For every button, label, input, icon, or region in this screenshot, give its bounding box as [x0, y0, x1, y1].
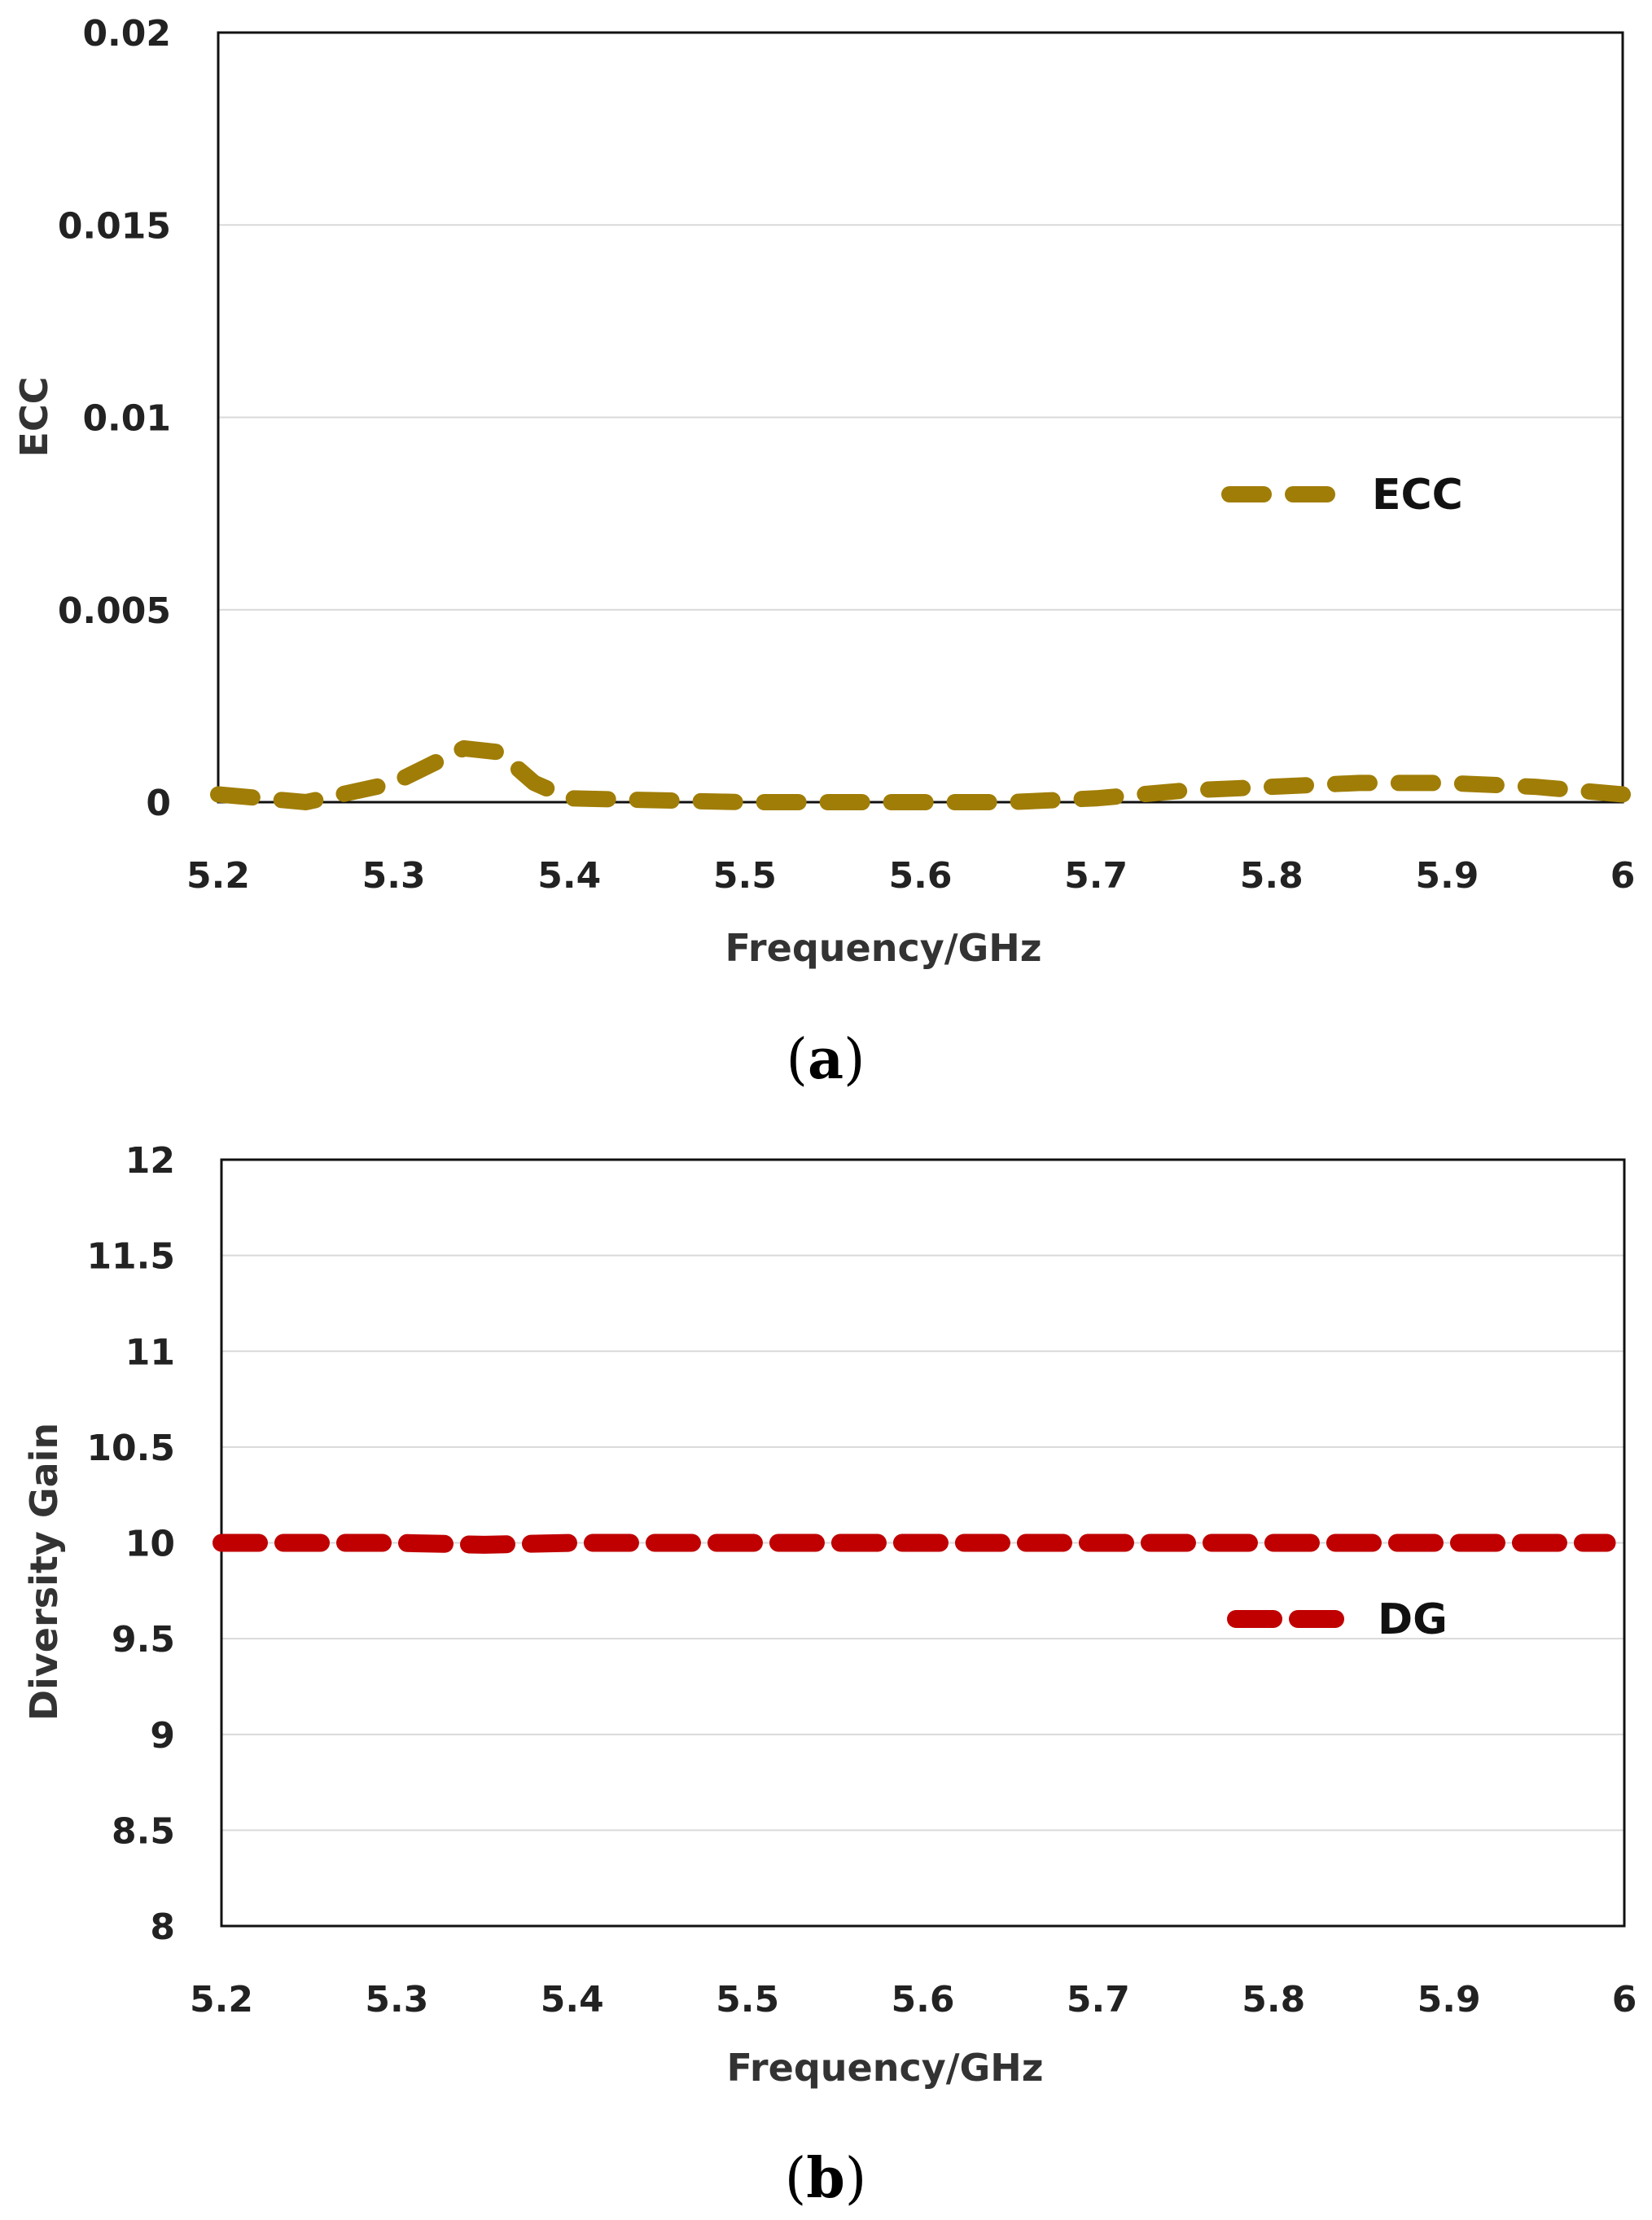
panel-b-y-tick-label: 11.5 — [86, 1236, 175, 1278]
panel-a-data-point — [569, 798, 570, 799]
panel-a-data-point — [1008, 802, 1009, 803]
panel-b-data-point — [1606, 1542, 1607, 1543]
panel-a-x-tick-label: 5.9 — [1415, 855, 1479, 897]
panel-a-x-tick-labels: 5.2 5.3 5.4 5.5 5.6 5.7 5.8 5.9 6 — [186, 855, 1635, 897]
panel-b-data-point — [1448, 1542, 1449, 1543]
panel-b-x-axis-title: Frequency/GHz — [726, 2046, 1043, 2090]
panel-b-x-tick-label: 5.2 — [190, 1979, 253, 2020]
panel-b-x-tick-label: 5.9 — [1418, 1979, 1481, 2020]
panel-a-legend-label-ecc: ECC — [1372, 471, 1463, 520]
panel-a-y-tick-label: 0.01 — [82, 398, 171, 440]
panel-b-y-tick-label: 11 — [125, 1332, 175, 1373]
panel-b-caption-letter: b — [806, 2146, 845, 2211]
panel-b-y-axis-title: Diversity Gain — [22, 1423, 66, 1721]
panel-a-y-axis-title: ECC — [12, 377, 56, 458]
panel-b-y-tick-label: 8 — [150, 1906, 175, 1948]
panel-b-legend-label-dg: DG — [1378, 1595, 1448, 1644]
panel-a-data-point — [305, 802, 306, 803]
panel-b-x-tick-label: 5.3 — [365, 1979, 428, 2020]
panel-b-x-tick-label: 5.7 — [1067, 1979, 1130, 2020]
panel-a-data-point — [1623, 794, 1624, 795]
panel-a-x-tick-label: 6 — [1610, 855, 1636, 897]
panel-a-y-tick-label: 0.02 — [82, 13, 171, 55]
panel-a-series-line-ecc — [210, 739, 1631, 810]
panel-b-data-point — [221, 1542, 222, 1543]
panel-b-data-point — [1273, 1542, 1274, 1543]
panel-a-x-tick-label: 5.3 — [362, 855, 426, 897]
panel-b-y-tick-label: 10.5 — [86, 1428, 175, 1469]
panel-b-series-line-dg — [213, 1533, 1616, 1554]
panel-b-data-point — [484, 1544, 485, 1545]
panel-a-x-tick-label: 5.5 — [713, 855, 777, 897]
panel-a-caption-letter: a — [808, 1027, 844, 1092]
panel-b-y-tick-label: 12 — [125, 1140, 175, 1182]
panel-b-caption: (b) — [785, 2146, 867, 2211]
panel-a-x-tick-label: 5.8 — [1240, 855, 1304, 897]
panel-a-x-tick-label: 5.4 — [537, 855, 601, 897]
panel-a-y-tick-label: 0.005 — [58, 590, 171, 632]
panel-b-y-tick-label: 8.5 — [112, 1810, 175, 1852]
panel-a-data-point — [1271, 787, 1272, 788]
panel-a-data-point — [1096, 798, 1097, 799]
panel-a-legend[interactable]: ECC — [1221, 471, 1463, 520]
panel-a-data-point — [1183, 790, 1184, 791]
panel-b-y-tick-label: 9.5 — [112, 1619, 175, 1661]
panel-a-y-tick-label: 0 — [146, 783, 171, 824]
panel-b-y-tick-label: 10 — [125, 1524, 175, 1565]
panel-b-x-tick-label: 6 — [1612, 1979, 1637, 2020]
panel-a-data-point — [920, 802, 921, 803]
panel-b-x-tick-label: 5.6 — [892, 1979, 955, 2020]
panel-b-y-tick-label: 9 — [150, 1715, 175, 1757]
panel-a-x-tick-label: 5.7 — [1064, 855, 1128, 897]
panel-b-x-tick-label: 5.8 — [1242, 1979, 1305, 2020]
panel-a-x-tick-label: 5.2 — [186, 855, 250, 897]
panel-a-series-layer — [210, 739, 1631, 810]
panel-a-data-point — [1535, 787, 1536, 788]
panel-a-data-point — [218, 794, 219, 795]
panel-a-x-axis-title: Frequency/GHz — [725, 926, 1041, 970]
panel-b-x-tick-labels: 5.2 5.3 5.4 5.5 5.6 5.7 5.8 5.9 6 — [190, 1979, 1637, 2020]
panel-b-series-layer — [213, 1533, 1616, 1554]
panel-b-data-point — [922, 1542, 923, 1543]
panel-a-caption: (a) — [786, 1027, 865, 1092]
panel-b-data-point — [747, 1542, 748, 1543]
panel-b-legend[interactable]: DG — [1227, 1595, 1448, 1644]
panel-b-x-tick-label: 5.4 — [541, 1979, 604, 2020]
panel-a-x-tick-label: 5.6 — [889, 855, 953, 897]
panel-b-x-tick-label: 5.5 — [716, 1979, 779, 2020]
panel-a-gridlines — [218, 224, 1623, 611]
panel-a-y-tick-labels: 0 0.005 0.01 0.015 0.02 — [58, 13, 171, 824]
panel-a-data-point — [744, 802, 745, 803]
panel-b-y-tick-labels: 8 8.5 9 9.5 10 10.5 11 11.5 12 — [86, 1140, 175, 1948]
panel-a-y-tick-label: 0.015 — [58, 205, 171, 247]
